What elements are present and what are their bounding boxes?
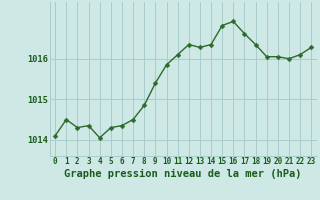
X-axis label: Graphe pression niveau de la mer (hPa): Graphe pression niveau de la mer (hPa) (64, 169, 302, 179)
